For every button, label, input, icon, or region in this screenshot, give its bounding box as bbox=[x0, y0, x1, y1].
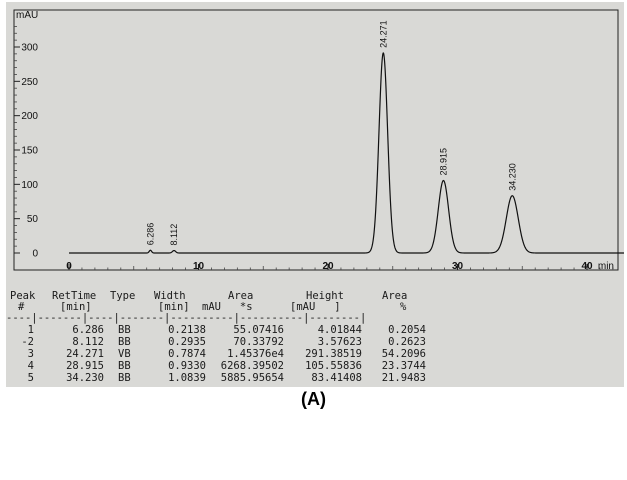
cell-height: 105.55836 bbox=[305, 360, 362, 372]
cell-peak: 1 bbox=[27, 324, 34, 336]
cell-peak: 3 bbox=[27, 348, 34, 360]
cell-height: 291.38519 bbox=[305, 348, 362, 360]
cell-rettime: 28.915 bbox=[66, 360, 104, 372]
peak-rt-label: 8.112 bbox=[169, 224, 179, 246]
x-tick-label: 40 bbox=[581, 261, 593, 272]
x-tick-label: 0 bbox=[66, 261, 72, 272]
cell-area-pct: 23.3744 bbox=[381, 360, 426, 372]
header-width: Width bbox=[154, 290, 186, 302]
table-row: 3 24.271 VB 0.7874 1.45376e4 291.38519 5… bbox=[6, 348, 426, 360]
header-area-pct: Area bbox=[382, 290, 408, 302]
header-area-pct-unit: % bbox=[400, 301, 407, 313]
header-peak: Peak bbox=[10, 290, 36, 302]
cell-width: 1.0839 bbox=[168, 372, 206, 384]
y-tick-label: 150 bbox=[21, 146, 38, 157]
cell-area-pct: 21.9483 bbox=[381, 372, 426, 384]
cell-area-pct: 0.2623 bbox=[388, 336, 426, 348]
cell-area: 1.45376e4 bbox=[227, 348, 284, 360]
figure-caption: (A) bbox=[301, 389, 326, 409]
y-tick-label: 200 bbox=[21, 111, 38, 122]
header-area-unit: mAU *s bbox=[202, 301, 253, 313]
table-row: -2 8.112 BB 0.2935 70.33792 3.57623 0.26… bbox=[6, 336, 426, 348]
table-row: 5 34.230 BB 1.0839 5885.95654 83.41408 2… bbox=[6, 372, 426, 384]
cell-rettime: 8.112 bbox=[72, 336, 104, 348]
peak-rt-label: 24.271 bbox=[378, 20, 388, 48]
cell-height: 4.01844 bbox=[317, 324, 362, 336]
cell-type: BB bbox=[118, 336, 131, 348]
cell-area-pct: 0.2054 bbox=[388, 324, 426, 336]
table-row: 4 28.915 BB 0.9330 6268.39502 105.55836 … bbox=[6, 360, 426, 372]
x-tick-label: 30 bbox=[452, 261, 464, 272]
chromatogram-plot: 0 50 100 150 200 250 300 mAU 0 10 20 30 40 min 6.286 8… bbox=[13, 9, 624, 272]
header-type: Type bbox=[110, 290, 136, 302]
header-rettime: RetTime bbox=[52, 290, 97, 302]
cell-area: 5885.95654 bbox=[220, 372, 284, 384]
cell-height: 3.57623 bbox=[317, 336, 362, 348]
x-axis-label: min bbox=[598, 261, 614, 272]
report-header-row-1: Peak RetTime Type Width Area Height Area bbox=[6, 290, 407, 302]
peak-rt-label: 6.286 bbox=[145, 223, 155, 246]
x-tick-label: 20 bbox=[322, 261, 334, 272]
y-axis-label: mAU bbox=[16, 10, 38, 21]
cell-area: 70.33792 bbox=[233, 336, 284, 348]
report-header-row-2: # [min] [min] mAU *s [mAU ] % bbox=[6, 301, 406, 313]
cell-width: 0.2138 bbox=[168, 324, 206, 336]
chromatogram-line bbox=[69, 52, 624, 254]
y-tick-label: 250 bbox=[21, 77, 38, 88]
plot-axes: 0 50 100 150 200 250 300 mAU 0 10 20 30 40 min bbox=[13, 9, 619, 272]
cell-area: 55.07416 bbox=[233, 324, 284, 336]
report-separator: ----|-------|----|-------|----------|---… bbox=[6, 312, 367, 324]
header-rettime-unit: [min] bbox=[60, 301, 92, 313]
integration-report: Peak RetTime Type Width Area Height Area… bbox=[6, 286, 624, 386]
peak-labels: 6.286 8.112 24.271 28.915 34.230 bbox=[145, 20, 517, 245]
cell-rettime: 34.230 bbox=[66, 372, 104, 384]
header-area: Area bbox=[228, 290, 254, 302]
chromatogram-trace bbox=[69, 52, 624, 254]
header-height: Height bbox=[306, 290, 344, 302]
header-peak-num: # bbox=[18, 301, 25, 313]
cell-rettime: 24.271 bbox=[66, 348, 104, 360]
cell-area-pct: 54.2096 bbox=[381, 348, 426, 360]
cell-peak: 5 bbox=[27, 372, 34, 384]
header-width-unit: [min] bbox=[158, 301, 190, 313]
cell-width: 0.7874 bbox=[168, 348, 206, 360]
chromatogram-scan: 0 50 100 150 200 250 300 mAU 0 10 20 30 40 min 6.286 8… bbox=[6, 2, 624, 387]
cell-peak: 4 bbox=[27, 360, 34, 372]
cell-area: 6268.39502 bbox=[220, 360, 284, 372]
peak-rt-label: 34.230 bbox=[507, 163, 517, 191]
plot-frame bbox=[13, 9, 619, 271]
cell-width: 0.2935 bbox=[168, 336, 206, 348]
cell-width: 0.9330 bbox=[168, 360, 206, 372]
peak-rt-label: 28.915 bbox=[438, 148, 448, 176]
x-tick-label: 10 bbox=[193, 261, 205, 272]
header-height-unit: [mAU ] bbox=[290, 301, 341, 313]
cell-type: VB bbox=[118, 348, 131, 360]
cell-type: BB bbox=[118, 324, 131, 336]
cell-type: BB bbox=[118, 372, 131, 384]
y-tick-label: 100 bbox=[21, 180, 38, 191]
y-tick-label: 300 bbox=[21, 43, 38, 54]
cell-rettime: 6.286 bbox=[72, 324, 104, 336]
cell-type: BB bbox=[118, 360, 131, 372]
y-tick-label: 0 bbox=[32, 249, 38, 260]
cell-peak: -2 bbox=[21, 336, 34, 348]
cell-height: 83.41408 bbox=[311, 372, 362, 384]
table-row: 1 6.286 BB 0.2138 55.07416 4.01844 0.205… bbox=[6, 324, 426, 336]
y-tick-label: 50 bbox=[27, 214, 39, 225]
